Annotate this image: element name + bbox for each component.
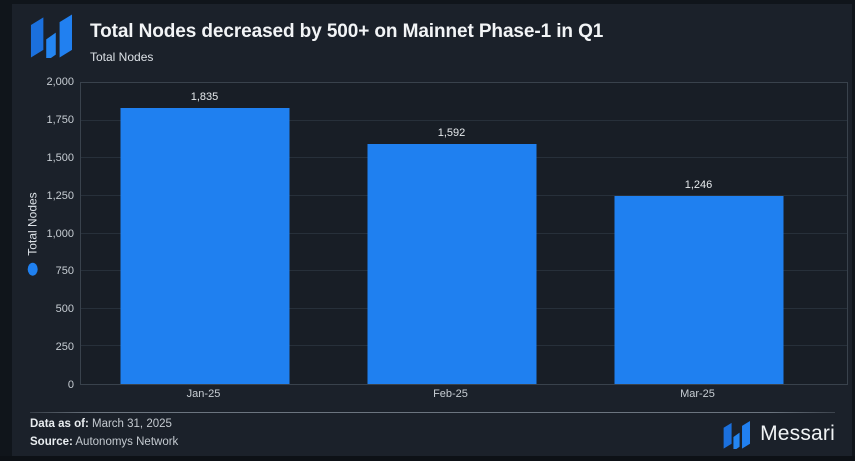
data-as-of-label: Data as of:: [30, 418, 89, 430]
bar-value-label: 1,835: [190, 90, 219, 103]
y-tick-label: 1,000: [46, 227, 74, 240]
messari-brand-icon: [723, 420, 751, 449]
brand: Messari: [723, 419, 835, 449]
y-tick-label: 1,750: [46, 113, 74, 126]
bar-value-label: 1,246: [684, 179, 713, 192]
bar-jan-25: [120, 107, 289, 384]
footer-divider: [30, 412, 835, 413]
bar-value-label: 1,592: [437, 127, 466, 140]
source-label: Source:: [30, 436, 73, 448]
bar-column: 1,592: [328, 83, 575, 384]
y-tick-label: 250: [55, 341, 74, 354]
messari-logo-icon: [30, 14, 72, 58]
data-as-of-value: March 31, 2025: [92, 418, 172, 430]
x-axis-label: Jan-25: [186, 388, 221, 400]
chart-subtitle: Total Nodes: [90, 50, 154, 64]
y-tick-label: 0: [67, 379, 74, 391]
source: Source: Autonomys Network: [30, 436, 178, 448]
bar-column: 1,246: [575, 83, 822, 384]
gridline: [81, 119, 847, 121]
edge-bottom: [0, 456, 855, 461]
x-axis-labels: Jan-25 Feb-25 Mar-25: [80, 388, 821, 400]
y-tick-label: 500: [55, 303, 74, 316]
source-value: Autonomys Network: [75, 436, 179, 448]
plot-area: 1,835 1,592 1,246: [80, 82, 848, 385]
bar-column: 1,835: [81, 83, 328, 384]
y-tick-label: 1,250: [46, 189, 74, 202]
x-axis-label: Feb-25: [433, 388, 468, 400]
y-axis-ticks: 0 250 500 750 1,000 1,250 1,500 1,750 2,000: [0, 76, 74, 391]
y-tick-label: 1,500: [46, 151, 74, 164]
data-as-of: Data as of: March 31, 2025: [30, 418, 172, 430]
bar-feb-25: [367, 144, 536, 384]
x-axis-label: Mar-25: [680, 388, 715, 400]
y-tick-label: 2,000: [46, 76, 74, 88]
bar-columns: 1,835 1,592 1,246: [81, 83, 822, 384]
chart-title: Total Nodes decreased by 500+ on Mainnet…: [90, 21, 604, 42]
brand-wordmark: Messari: [760, 422, 835, 445]
edge-top: [0, 0, 855, 4]
bar-mar-25: [614, 196, 783, 384]
y-tick-label: 750: [55, 265, 74, 278]
